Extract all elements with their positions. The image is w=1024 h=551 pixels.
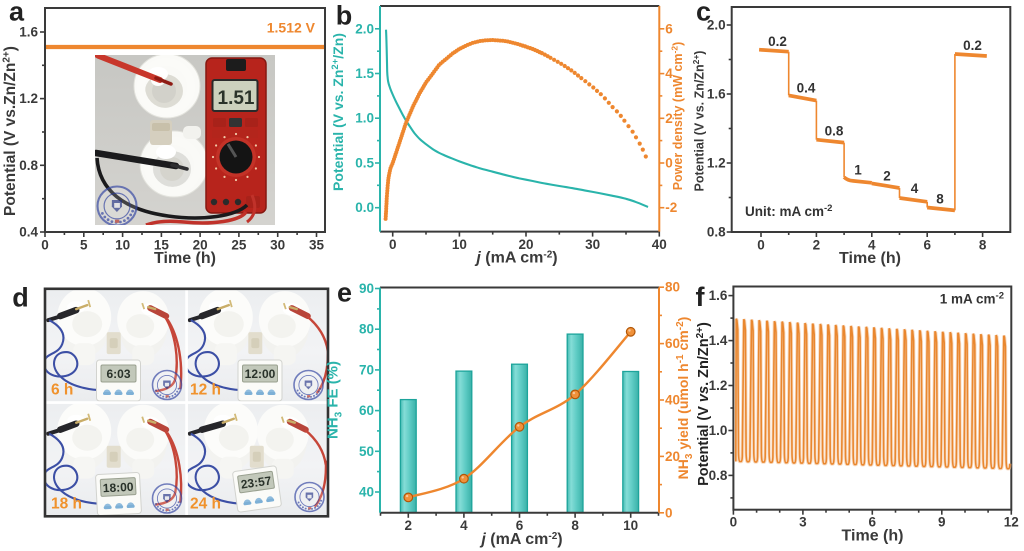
svg-text:0: 0 <box>665 505 673 520</box>
svg-text:4: 4 <box>911 181 919 196</box>
svg-text:4: 4 <box>665 66 673 81</box>
svg-text:4: 4 <box>460 518 468 533</box>
svg-text:70: 70 <box>359 362 374 377</box>
svg-text:1.2: 1.2 <box>19 91 38 106</box>
svg-text:0.2: 0.2 <box>768 34 787 49</box>
svg-text:1.512 V: 1.512 V <box>267 20 316 36</box>
svg-text:20: 20 <box>193 238 208 253</box>
svg-text:12:00: 12:00 <box>245 367 276 381</box>
svg-text:2: 2 <box>665 111 673 126</box>
svg-text:1.6: 1.6 <box>19 25 38 40</box>
svg-text:20: 20 <box>518 237 533 252</box>
svg-text:a: a <box>9 0 25 27</box>
svg-text:6: 6 <box>516 518 524 533</box>
svg-text:1.0: 1.0 <box>355 111 374 126</box>
svg-text:40: 40 <box>359 485 374 500</box>
svg-text:2.0: 2.0 <box>355 21 374 36</box>
svg-text:1.4: 1.4 <box>709 333 728 348</box>
svg-text:60: 60 <box>359 403 374 418</box>
svg-text:2: 2 <box>405 518 413 533</box>
svg-text:8: 8 <box>979 238 987 253</box>
svg-text:b: b <box>336 1 353 31</box>
svg-text:10: 10 <box>115 238 130 253</box>
svg-text:18 h: 18 h <box>51 496 82 513</box>
svg-text:0: 0 <box>665 156 673 171</box>
svg-text:1.6: 1.6 <box>707 87 726 102</box>
svg-text:30: 30 <box>270 238 285 253</box>
svg-text:1.51: 1.51 <box>218 88 255 109</box>
svg-text:6: 6 <box>869 515 877 530</box>
svg-text:2.0: 2.0 <box>707 18 726 33</box>
svg-text:25: 25 <box>231 238 247 253</box>
svg-text:2: 2 <box>883 169 891 184</box>
svg-text:2: 2 <box>813 238 821 253</box>
svg-text:0.8: 0.8 <box>709 468 728 483</box>
svg-text:Time (h): Time (h) <box>839 250 901 267</box>
svg-text:30: 30 <box>585 237 600 252</box>
svg-text:60: 60 <box>665 336 680 351</box>
svg-text:0.8: 0.8 <box>707 225 726 240</box>
svg-text:0.8: 0.8 <box>825 124 844 139</box>
svg-text:23:57: 23:57 <box>240 473 273 491</box>
svg-text:Time (h): Time (h) <box>154 250 216 267</box>
svg-text:0.0: 0.0 <box>355 200 374 215</box>
svg-text:NH3 FE (%): NH3 FE (%) <box>325 361 345 439</box>
svg-text:j (mA cm-2): j (mA cm-2) <box>474 250 557 267</box>
svg-text:40: 40 <box>665 393 680 408</box>
svg-text:15: 15 <box>154 238 170 253</box>
svg-text:6: 6 <box>665 21 673 36</box>
svg-text:18:00: 18:00 <box>102 480 134 496</box>
svg-text:1 mA cm-2: 1 mA cm-2 <box>940 291 1004 307</box>
svg-text:0.5: 0.5 <box>355 156 374 171</box>
svg-text:-2: -2 <box>665 200 677 215</box>
svg-text:40: 40 <box>652 237 667 252</box>
svg-text:6: 6 <box>923 238 931 253</box>
svg-text:80: 80 <box>665 280 680 295</box>
svg-text:80: 80 <box>359 322 374 337</box>
svg-text:0: 0 <box>730 515 738 530</box>
svg-text:10: 10 <box>623 518 638 533</box>
svg-text:e: e <box>337 278 352 308</box>
svg-text:0.4: 0.4 <box>19 225 38 240</box>
svg-text:8: 8 <box>936 192 944 207</box>
svg-text:1.2: 1.2 <box>709 378 728 393</box>
svg-text:j (mA cm-2): j (mA cm-2) <box>479 531 562 548</box>
svg-text:6:03: 6:03 <box>106 367 130 381</box>
svg-text:50: 50 <box>359 444 374 459</box>
svg-text:3: 3 <box>799 515 807 530</box>
svg-text:1.0: 1.0 <box>709 423 728 438</box>
svg-text:6 h: 6 h <box>51 382 73 399</box>
svg-text:35: 35 <box>309 238 325 253</box>
svg-text:5: 5 <box>80 238 88 253</box>
svg-text:f: f <box>696 282 706 312</box>
svg-text:20: 20 <box>665 449 680 464</box>
svg-text:8: 8 <box>571 518 579 533</box>
svg-text:c: c <box>696 0 711 27</box>
svg-text:4: 4 <box>868 238 876 253</box>
svg-text:1.6: 1.6 <box>709 288 728 303</box>
svg-text:9: 9 <box>938 515 946 530</box>
svg-text:Potential (V vs. Zn2+/Zn): Potential (V vs. Zn2+/Zn) <box>330 33 346 191</box>
svg-text:Potential (V vs. Zn/Zn2+): Potential (V vs. Zn/Zn2+) <box>695 322 712 486</box>
svg-text:0.2: 0.2 <box>963 38 982 53</box>
svg-text:0: 0 <box>389 237 397 252</box>
svg-text:d: d <box>12 283 29 313</box>
svg-text:Unit: mA cm-2: Unit: mA cm-2 <box>745 203 832 219</box>
svg-text:24 h: 24 h <box>190 496 221 513</box>
svg-text:Potential (V vs.Zn/Zn2+): Potential (V vs.Zn/Zn2+) <box>2 46 20 216</box>
svg-text:Potential (V vs. Zn/Zn2+): Potential (V vs. Zn/Zn2+) <box>691 51 707 192</box>
svg-text:12: 12 <box>1004 515 1019 530</box>
svg-text:1.2: 1.2 <box>707 156 726 171</box>
svg-text:12 h: 12 h <box>190 382 221 399</box>
svg-text:0: 0 <box>757 238 765 253</box>
svg-text:Power density (mW cm-2): Power density (mW cm-2) <box>670 42 686 191</box>
svg-text:0.8: 0.8 <box>19 158 38 173</box>
svg-text:1.5: 1.5 <box>355 66 374 81</box>
svg-text:Time (h): Time (h) <box>842 528 904 545</box>
svg-text:0: 0 <box>41 238 49 253</box>
svg-text:0.4: 0.4 <box>797 81 816 96</box>
svg-text:90: 90 <box>359 281 374 296</box>
svg-text:1: 1 <box>854 163 862 178</box>
svg-text:10: 10 <box>452 237 467 252</box>
